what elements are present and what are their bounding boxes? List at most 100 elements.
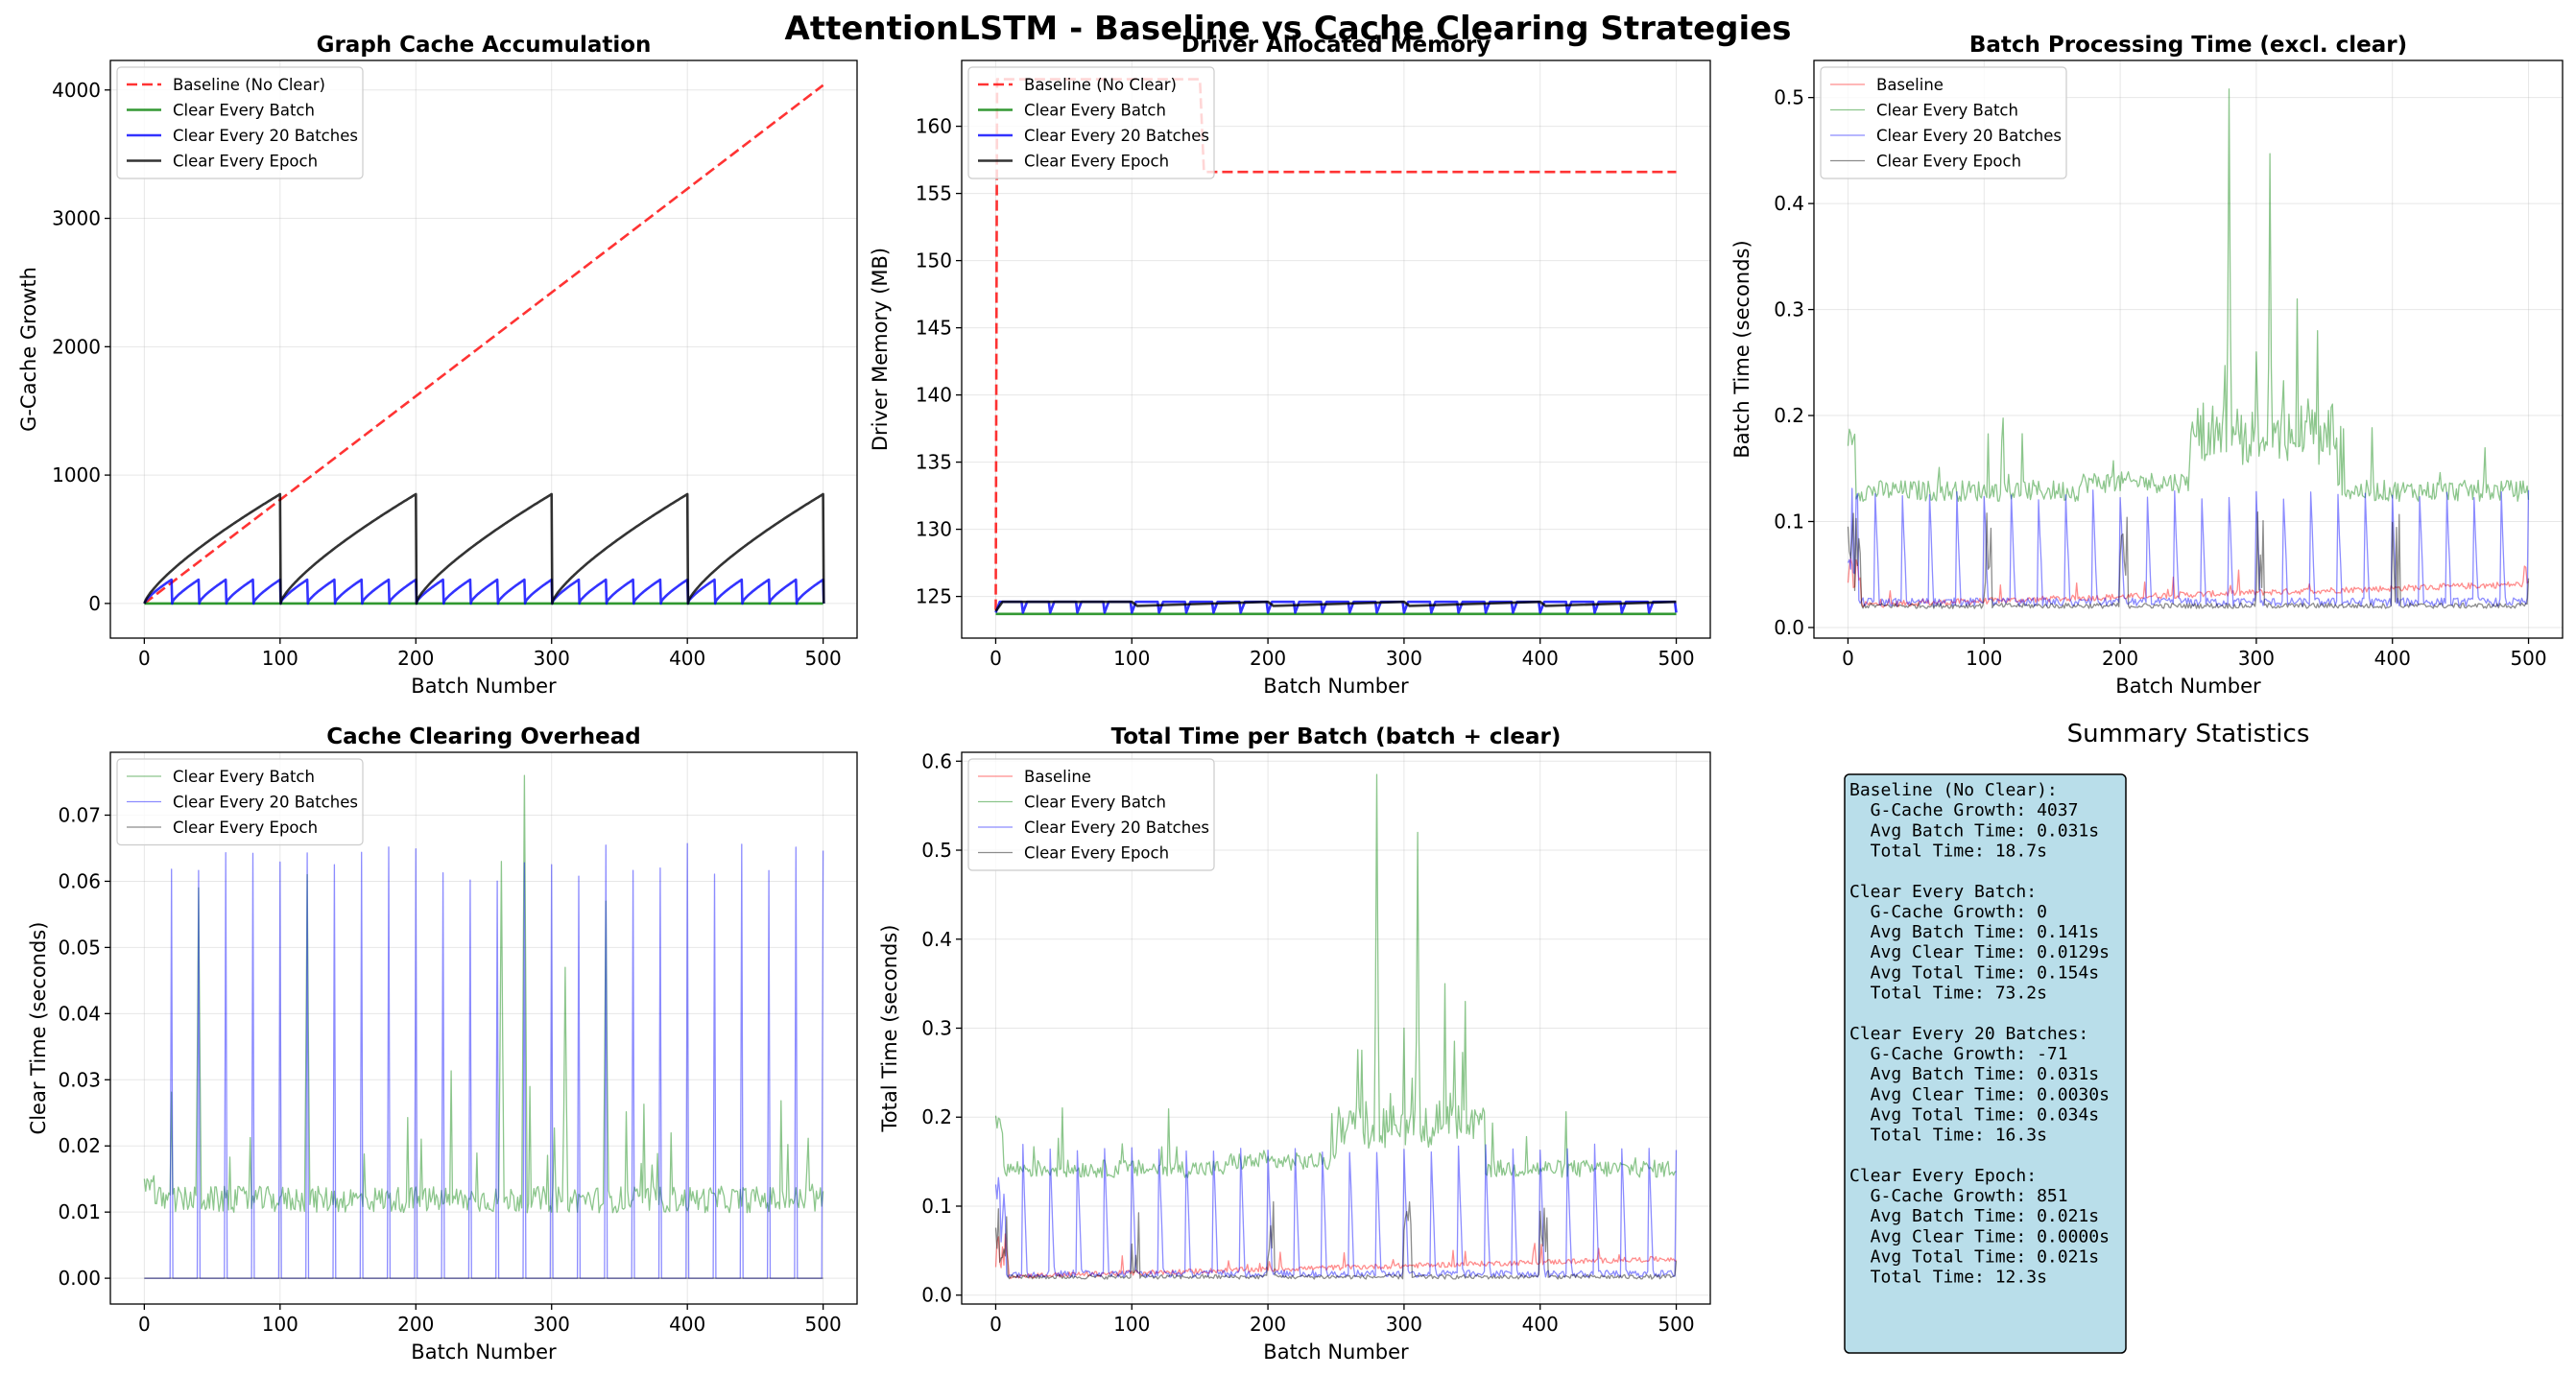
summary-line: Clear Every Batch:	[1849, 882, 2037, 902]
x-axis-label: Batch Number	[1263, 1340, 1409, 1364]
x-tick-label: 300	[2238, 647, 2275, 670]
legend-label-baseline: Baseline	[1024, 768, 1091, 786]
summary-line: Avg Total Time: 0.034s	[1849, 1104, 2099, 1125]
y-tick-label: 0.03	[58, 1068, 101, 1091]
x-tick-label: 200	[397, 647, 434, 670]
x-tick-label: 100	[1113, 1313, 1150, 1336]
subplot-clear-overhead: 0 100 200 300 400 500 0.00 0.01 0.02 0.03 0.04 0.05…	[27, 724, 858, 1364]
subplot-total-time: 0 100 200 300 400 500 0.0 0.1 0.2 0.3 0.4 0.5 0.6 Tot…	[878, 724, 1711, 1364]
series-line-baseline	[994, 1233, 1677, 1279]
summary-line: G-Cache Growth: 0	[1849, 902, 2047, 922]
x-tick-label: 400	[2374, 647, 2411, 670]
y-axis-label: Clear Time (seconds)	[27, 922, 50, 1135]
y-tick-label: 0.2	[921, 1105, 952, 1128]
y-tick-label: 0.4	[1774, 192, 1804, 215]
legend-label-clear-every-epoch: Clear Every Epoch	[1024, 844, 1169, 863]
summary-line: Baseline (No Clear):	[1849, 780, 2058, 800]
legend-label-clear-every-batch: Clear Every Batch	[173, 768, 315, 786]
y-axis-label: Batch Time (seconds)	[1730, 240, 1753, 458]
summary-line: Avg Batch Time: 0.021s	[1849, 1206, 2099, 1226]
subplot-graph-cache: 0 100 200 300 400 500 0 1000 2000 3000 4000 Graph C…	[17, 33, 858, 698]
x-axis-label: Batch Number	[2115, 675, 2261, 698]
legend-label-clear-every-20-batches: Clear Every 20 Batches	[173, 127, 358, 145]
summary-line: Total Time: 18.7s	[1849, 841, 2047, 861]
x-tick-label: 200	[2102, 647, 2138, 670]
summary-line: Clear Every Epoch:	[1849, 1166, 2037, 1186]
series-line-clear-every-20-batches	[143, 578, 825, 605]
summary-line: Total Time: 73.2s	[1849, 984, 2047, 1004]
summary-line: Avg Batch Time: 0.141s	[1849, 922, 2099, 942]
legend-label-clear-every-epoch: Clear Every Epoch	[173, 818, 318, 837]
legend-frame	[967, 758, 1215, 871]
x-tick-label: 100	[262, 647, 298, 670]
legend-label-clear-every-20-batches: Clear Every 20 Batches	[1876, 127, 2062, 145]
y-tick-label: 0.06	[58, 869, 101, 892]
legend-frame	[116, 758, 364, 846]
y-tick-label: 0.07	[58, 803, 101, 826]
summary-line: Avg Clear Time: 0.0030s	[1849, 1084, 2110, 1104]
x-tick-label: 500	[2510, 647, 2546, 670]
legend-label-clear-every-batch: Clear Every Batch	[1024, 794, 1166, 812]
y-tick-label: 0.02	[58, 1134, 101, 1157]
x-tick-label: 500	[805, 647, 842, 670]
series-line-clear-every-epoch	[1847, 511, 2530, 609]
axes-frame	[109, 751, 858, 1305]
x-tick-label: 300	[1386, 1313, 1422, 1336]
x-axis-label: Batch Number	[411, 675, 557, 698]
x-tick-label: 500	[805, 1313, 842, 1336]
legend: Baseline Clear Every Batch Clear Every 20 …	[1820, 66, 2067, 179]
legend-label-clear-every-epoch: Clear Every Epoch	[1876, 153, 2021, 171]
x-tick-label: 0	[990, 647, 1002, 670]
y-tick-label: 2000	[52, 335, 101, 358]
series-group	[994, 773, 1678, 1280]
summary-line: Avg Total Time: 0.154s	[1849, 962, 2099, 983]
summary-line: Avg Batch Time: 0.031s	[1849, 1064, 2099, 1084]
summary-line: Clear Every 20 Batches:	[1849, 1024, 2088, 1044]
legend-label-clear-every-epoch: Clear Every Epoch	[1024, 153, 1169, 171]
legend-label-clear-every-20-batches: Clear Every 20 Batches	[1024, 818, 1209, 837]
legend-frame	[967, 66, 1215, 179]
y-tick-label: 0.3	[921, 1017, 952, 1040]
legend-label-clear-every-epoch: Clear Every Epoch	[173, 153, 318, 171]
y-tick-label: 0.04	[58, 1002, 101, 1025]
x-tick-label: 300	[1386, 647, 1422, 670]
legend-label-baseline-no-clear: Baseline (No Clear)	[1024, 76, 1177, 94]
y-tick-label: 0.6	[921, 749, 952, 772]
y-tick-label: 160	[916, 115, 952, 138]
y-tick-label: 140	[916, 384, 952, 407]
x-tick-label: 0	[138, 647, 151, 670]
y-tick-label: 0.00	[58, 1267, 101, 1290]
series-line-baseline-no-clear	[994, 78, 1677, 610]
x-tick-label: 100	[262, 1313, 298, 1336]
summary-line: Avg Batch Time: 0.031s	[1849, 820, 2099, 841]
y-tick-label: 0.1	[1774, 510, 1804, 533]
y-tick-label: 0.0	[1774, 616, 1804, 639]
series-line-clear-every-epoch	[994, 600, 1677, 612]
y-tick-label: 150	[916, 249, 952, 273]
subplot-title: Cache Clearing Overhead	[326, 724, 640, 749]
y-axis-label: Total Time (seconds)	[878, 924, 901, 1132]
summary-line: Avg Total Time: 0.021s	[1849, 1246, 2099, 1267]
y-tick-label: 0.0	[921, 1284, 952, 1307]
x-tick-label: 400	[669, 1313, 705, 1336]
y-tick-label: 0	[88, 592, 101, 615]
series-group	[143, 774, 824, 1279]
x-axis-label: Batch Number	[411, 1340, 557, 1364]
x-tick-label: 200	[397, 1313, 434, 1336]
legend-label-clear-every-batch: Clear Every Batch	[1876, 102, 2018, 120]
series-line-clear-every-batch	[994, 773, 1677, 1178]
x-tick-label: 400	[1522, 1313, 1559, 1336]
subplot-title: Graph Cache Accumulation	[317, 33, 652, 58]
series-line-clear-every-epoch	[994, 1200, 1678, 1280]
legend-label-clear-every-batch: Clear Every Batch	[1024, 102, 1166, 120]
axes-frame	[1813, 59, 2564, 639]
y-tick-label: 125	[916, 585, 952, 608]
subplot-batch-time: 0 100 200 300 400 500 0.0 0.1 0.2 0.3 0.4 0.5 Batch …	[1730, 33, 2564, 698]
y-tick-label: 0.5	[1774, 86, 1804, 109]
y-tick-label: 1000	[52, 463, 101, 486]
legend-frame	[1820, 66, 2067, 179]
x-tick-label: 300	[534, 647, 570, 670]
summary-line: G-Cache Growth: 851	[1849, 1186, 2068, 1206]
